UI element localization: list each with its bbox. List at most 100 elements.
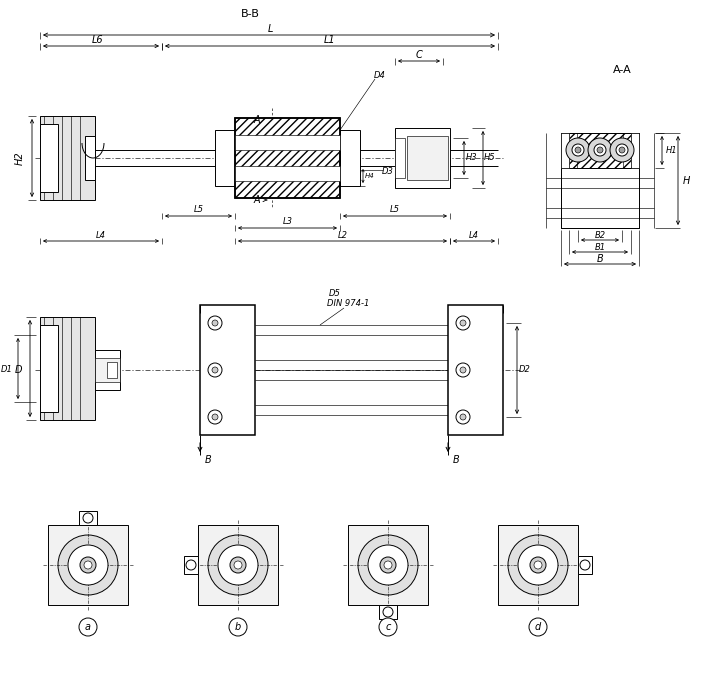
Bar (498, 525, 578, 605)
Text: d: d (535, 622, 541, 632)
Text: C: C (416, 50, 422, 60)
Circle shape (80, 557, 96, 573)
Text: L3: L3 (283, 217, 292, 226)
Bar (40, 317, 95, 420)
Text: A-A: A-A (613, 65, 631, 75)
Circle shape (218, 545, 258, 585)
Text: D: D (15, 365, 22, 375)
Circle shape (212, 320, 218, 326)
Circle shape (594, 144, 606, 156)
Text: L4: L4 (96, 230, 106, 239)
Text: D1: D1 (1, 366, 13, 375)
Text: L4: L4 (469, 230, 479, 239)
Bar (184, 556, 198, 574)
Text: L: L (268, 24, 273, 34)
Bar (215, 130, 235, 186)
Bar (340, 130, 360, 186)
Bar (561, 133, 639, 228)
Text: H2: H2 (15, 151, 25, 165)
Circle shape (384, 561, 392, 569)
Text: D4: D4 (374, 71, 386, 80)
Circle shape (208, 535, 268, 595)
Text: B1: B1 (595, 242, 606, 252)
Circle shape (83, 513, 93, 523)
Circle shape (380, 557, 396, 573)
Circle shape (575, 147, 581, 153)
Bar (95, 358, 120, 382)
Circle shape (456, 363, 470, 377)
Text: L6: L6 (92, 35, 104, 45)
Text: A: A (254, 195, 260, 205)
Text: D2: D2 (519, 366, 531, 375)
Circle shape (212, 414, 218, 420)
Text: B: B (597, 254, 603, 264)
Bar (107, 362, 117, 378)
Text: b: b (235, 622, 241, 632)
Text: D5: D5 (329, 289, 341, 298)
Circle shape (79, 618, 97, 636)
Text: A: A (254, 115, 260, 125)
Bar (235, 118, 340, 198)
Text: H: H (683, 176, 690, 185)
Bar (198, 525, 278, 605)
Circle shape (460, 414, 466, 420)
Circle shape (208, 316, 222, 330)
Circle shape (616, 144, 628, 156)
Circle shape (208, 363, 222, 377)
Bar (407, 136, 448, 180)
Circle shape (234, 561, 242, 569)
Text: B: B (453, 455, 459, 465)
Circle shape (68, 545, 108, 585)
Bar (200, 305, 255, 435)
Circle shape (212, 367, 218, 373)
Circle shape (566, 138, 590, 162)
Text: L1: L1 (324, 35, 336, 45)
Bar (235, 135, 340, 150)
Circle shape (588, 138, 612, 162)
Circle shape (58, 535, 118, 595)
Bar (395, 128, 450, 188)
Text: c: c (385, 622, 390, 632)
Bar (395, 138, 405, 178)
Text: H1: H1 (666, 146, 678, 155)
Circle shape (208, 410, 222, 424)
Circle shape (229, 618, 247, 636)
Bar (85, 136, 95, 180)
Circle shape (460, 320, 466, 326)
Text: D3: D3 (382, 167, 394, 176)
Text: H3: H3 (466, 154, 478, 163)
Circle shape (456, 316, 470, 330)
Bar (561, 168, 639, 228)
Circle shape (619, 147, 625, 153)
Bar (48, 525, 128, 605)
Bar (40, 124, 58, 192)
Circle shape (518, 545, 558, 585)
Circle shape (530, 557, 546, 573)
Bar (448, 305, 503, 435)
Circle shape (368, 545, 408, 585)
Circle shape (186, 560, 196, 570)
Circle shape (572, 144, 584, 156)
Text: L2: L2 (337, 230, 348, 239)
Text: L5: L5 (390, 206, 400, 215)
Circle shape (529, 618, 547, 636)
Circle shape (508, 535, 568, 595)
Circle shape (358, 535, 418, 595)
Circle shape (534, 561, 542, 569)
Circle shape (379, 618, 397, 636)
Bar (631, 133, 639, 168)
Text: B: B (205, 455, 212, 465)
Bar (79, 511, 97, 525)
Bar (561, 133, 569, 168)
Bar (379, 605, 397, 619)
Circle shape (610, 138, 634, 162)
Circle shape (597, 147, 603, 153)
Text: H4: H4 (365, 173, 375, 179)
Text: B2: B2 (595, 230, 606, 239)
Bar (95, 350, 120, 390)
Bar (561, 133, 639, 168)
Circle shape (456, 410, 470, 424)
Text: a: a (85, 622, 91, 632)
Text: B-B: B-B (241, 9, 260, 19)
Text: H5: H5 (484, 154, 496, 163)
